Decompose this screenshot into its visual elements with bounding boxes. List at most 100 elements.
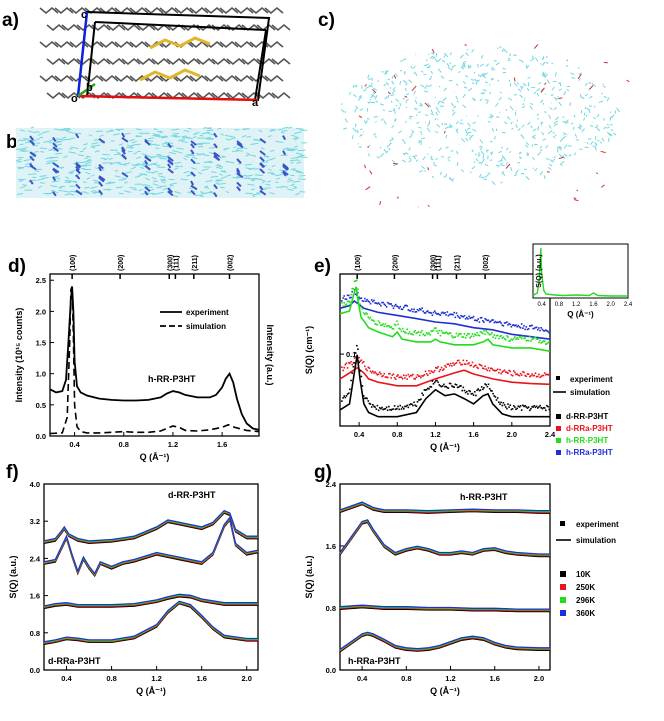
polymer-segment: [527, 88, 529, 91]
polymer-segment: [494, 61, 497, 62]
polymer-segment: [355, 108, 357, 112]
legend-label: simulation: [570, 388, 610, 397]
polymer-segment: [384, 121, 386, 125]
data-point-h-RRa-P3HT: [373, 300, 375, 302]
data-point-h-RRa-P3HT: [483, 321, 485, 323]
data-point-h-RR-P3HT: [513, 338, 515, 340]
polymer-segment: [482, 159, 484, 163]
polymer-segment: [488, 173, 491, 174]
polymer-segment: [627, 80, 630, 82]
data-point-h-RRa-P3HT: [371, 299, 373, 301]
data-point-h-RRa-P3HT: [492, 319, 494, 321]
data-point-d-RR-P3HT: [472, 393, 474, 395]
polymer-segment: [468, 65, 469, 69]
data-point-d-RR-P3HT: [442, 385, 444, 387]
polymer-segment: [416, 115, 417, 116]
polymer-segment: [446, 135, 447, 139]
data-point-h-RRa-P3HT: [500, 322, 502, 324]
polymer-segment: [552, 87, 554, 91]
data-point-d-RR-P3HT: [412, 405, 414, 407]
chain-segment: [40, 183, 45, 184]
polymer-segment: [439, 148, 442, 151]
polymer-segment: [520, 95, 523, 98]
polymer-segment: [436, 112, 438, 115]
polymer-segment: [373, 133, 375, 135]
polymer-segment: [369, 145, 371, 147]
data-point-d-RRa-P3HT: [395, 378, 397, 380]
polymer-segment: [421, 166, 424, 169]
polymer-segment: [559, 102, 562, 106]
polymer-segment: [479, 146, 481, 147]
data-point-h-RRa-P3HT: [363, 301, 365, 303]
data-point-d-RRa-P3HT: [513, 370, 515, 372]
data-point-d-RR-P3HT: [413, 402, 415, 404]
legend-marker: [556, 450, 561, 455]
polymer-segment: [485, 164, 488, 166]
y-tick-label: 1.0: [36, 370, 46, 379]
data-point-d-RR-P3HT: [372, 404, 374, 406]
data-point-h-RRa-P3HT: [425, 312, 427, 314]
polymer-segment: [387, 143, 391, 147]
data-point-h-RR-P3HT: [368, 316, 370, 318]
data-point-h-RR-P3HT: [397, 324, 399, 326]
data-point-d-RRa-P3HT: [507, 372, 509, 374]
polymer-segment: [502, 172, 505, 175]
data-point-d-RRa-P3HT: [441, 367, 443, 369]
polymer-segment: [399, 131, 402, 133]
polymer-segment: [388, 92, 390, 94]
data-point-h-RR-P3HT: [522, 336, 524, 338]
polymer-segment: [540, 150, 542, 151]
data-point-d-RRa-P3HT: [408, 374, 410, 376]
polymer-segment: [406, 94, 409, 95]
data-point-h-RRa-P3HT: [369, 301, 371, 303]
polymer-segment: [489, 92, 490, 94]
data-point-d-RR-P3HT: [350, 380, 352, 382]
data-point-h-RR-P3HT: [433, 330, 435, 332]
polymer-segment: [433, 57, 436, 59]
data-point-d-RRa-P3HT: [439, 371, 441, 373]
data-point-d-RR-P3HT: [421, 393, 423, 395]
polymer-segment: [547, 80, 549, 84]
y-tick-label: 0.0: [326, 666, 336, 675]
data-point-h-RRa-P3HT: [503, 325, 505, 327]
polymer-segment: [511, 122, 512, 125]
legend-label: d-RR-P3HT: [566, 412, 608, 421]
polymer-segment: [543, 139, 547, 140]
polymer-segment: [533, 168, 534, 169]
data-point-h-RR-P3HT: [346, 304, 348, 306]
polymer-segment: [461, 169, 463, 172]
data-point-d-RR-P3HT: [420, 398, 422, 400]
data-point-h-RRa-P3HT: [346, 299, 348, 301]
y-tick-label: 2.4: [326, 480, 337, 489]
polymer-segment: [421, 138, 425, 139]
data-point-d-RRa-P3HT: [365, 368, 367, 370]
data-point-h-RRa-P3HT: [350, 297, 352, 299]
data-point-h-RRa-P3HT: [386, 306, 388, 308]
data-point-d-RRa-P3HT: [512, 375, 514, 377]
polymer-segment: [439, 86, 440, 87]
data-point-d-RRa-P3HT: [406, 378, 408, 380]
data-point-d-RRa-P3HT: [445, 366, 447, 368]
polymer-segment: [511, 128, 513, 129]
polymer-segment: [375, 121, 376, 122]
data-point-h-RR-P3HT: [528, 340, 530, 342]
data-point-h-RR-P3HT: [500, 335, 502, 337]
data-point-h-RRa-P3HT: [432, 314, 434, 316]
data-point-d-RR-P3HT: [437, 382, 439, 384]
polymer-segment: [601, 151, 606, 152]
data-point-d-RRa-P3HT: [343, 367, 345, 369]
data-point-d-RRa-P3HT: [520, 373, 522, 375]
x-tick-label: 2.0: [534, 674, 544, 683]
polymer-segment: [523, 103, 524, 105]
polymer-segment: [528, 153, 529, 156]
chain-segment: [72, 181, 78, 182]
chain-segment: [63, 139, 70, 140]
chain-segment: [136, 144, 141, 145]
data-point-h-RR-P3HT: [492, 336, 494, 338]
polymer-segment: [409, 148, 411, 151]
polymer-segment: [391, 101, 392, 103]
polymer-segment: [585, 94, 588, 96]
y-tick-label: 4.0: [30, 480, 40, 489]
data-point-h-RRa-P3HT: [433, 312, 435, 314]
data-point-d-RR-P3HT: [514, 406, 516, 408]
